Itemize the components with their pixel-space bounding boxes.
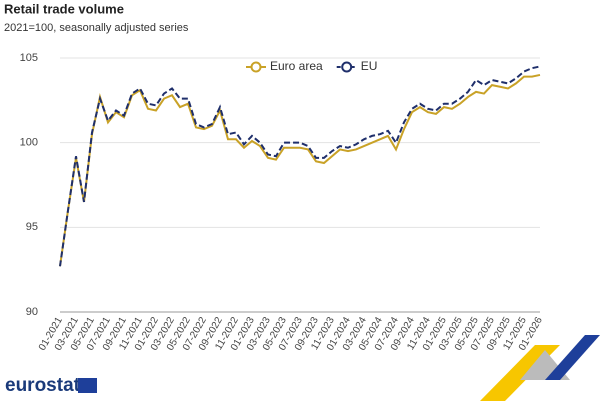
legend-label: EU xyxy=(361,59,378,73)
legend-marker xyxy=(341,61,353,73)
decoration xyxy=(480,335,600,401)
legend-label: Euro area xyxy=(270,59,323,73)
chart-subtitle: 2021=100, seasonally adjusted series xyxy=(4,22,189,34)
y-tick-label: 105 xyxy=(20,52,38,64)
logo-text: eurostat xyxy=(5,375,81,396)
chart-title: Retail trade volume xyxy=(4,1,124,16)
legend-marker xyxy=(250,61,262,73)
legend-item: EU xyxy=(336,59,378,73)
y-tick-label: 100 xyxy=(20,137,38,149)
logo: eurostat xyxy=(5,375,97,396)
legend-item: Euro area xyxy=(246,59,323,73)
series-line xyxy=(59,65,541,267)
y-tick-label: 95 xyxy=(26,221,38,233)
series-line xyxy=(59,73,541,267)
y-tick-label: 90 xyxy=(26,306,38,318)
logo-flag xyxy=(78,378,97,393)
swoosh-blue xyxy=(545,335,600,380)
